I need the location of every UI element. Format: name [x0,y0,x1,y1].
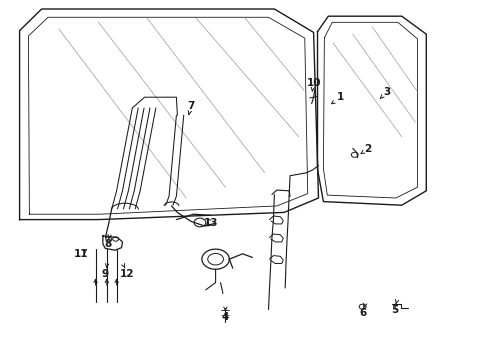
Text: 5: 5 [391,305,398,315]
Text: 6: 6 [359,308,366,318]
Text: 3: 3 [384,87,391,97]
Text: 13: 13 [203,218,218,228]
Text: 7: 7 [187,101,195,111]
Text: 8: 8 [104,239,111,249]
Text: 12: 12 [120,269,135,279]
Text: 11: 11 [74,249,88,259]
Text: 1: 1 [337,92,344,102]
Text: 2: 2 [364,144,371,154]
Text: 10: 10 [306,78,321,88]
Text: 4: 4 [221,312,229,322]
Text: 9: 9 [102,269,109,279]
